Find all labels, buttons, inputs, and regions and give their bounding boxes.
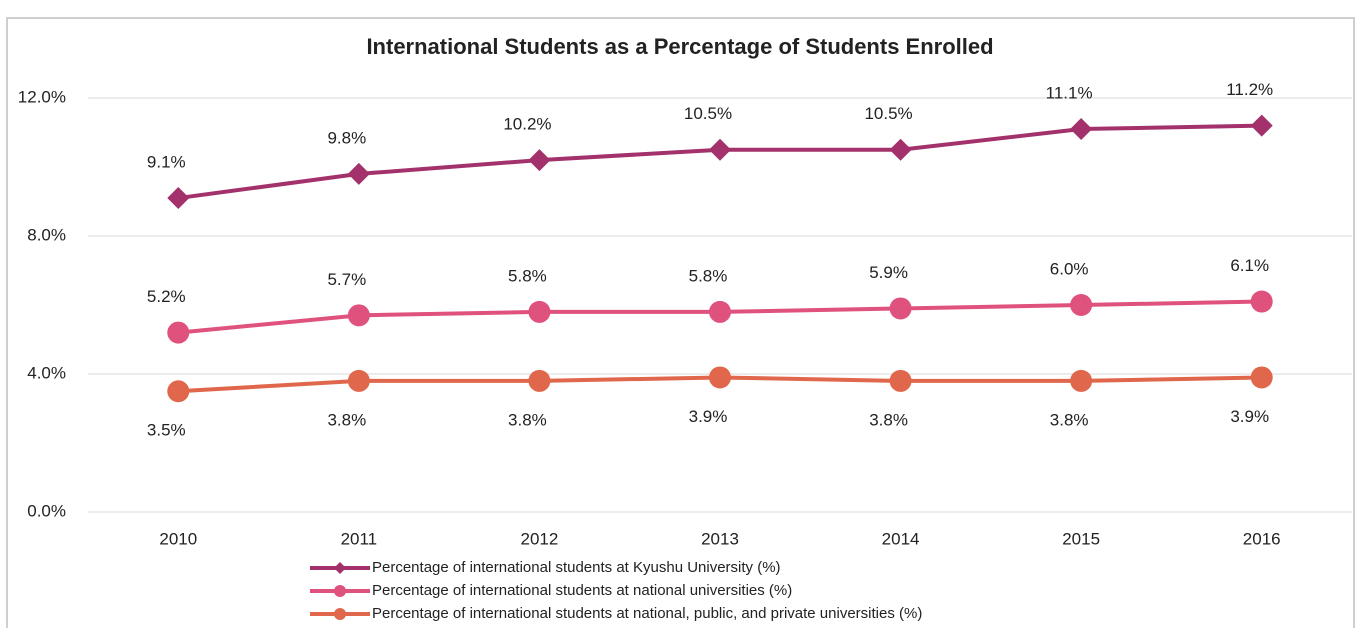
data-point	[528, 300, 551, 323]
data-label: 5.8%	[689, 266, 728, 285]
data-point	[347, 304, 370, 327]
y-tick-label: 4.0%	[27, 363, 66, 382]
x-tick-label: 2010	[159, 529, 197, 548]
data-point	[528, 369, 551, 392]
data-point	[1250, 366, 1273, 389]
legend-label: Percentage of international students at …	[372, 582, 792, 599]
data-point	[1250, 290, 1273, 313]
data-label: 11.2%	[1226, 80, 1273, 99]
data-point	[889, 297, 912, 320]
x-tick-label: 2015	[1062, 529, 1100, 548]
data-label: 6.0%	[1050, 259, 1089, 278]
data-label: 11.1%	[1046, 84, 1093, 103]
y-tick-label: 12.0%	[18, 87, 66, 106]
data-point	[528, 149, 551, 172]
data-point	[709, 300, 731, 323]
data-point	[709, 366, 731, 389]
data-label: 3.5%	[147, 421, 186, 440]
data-label: 3.8%	[1050, 410, 1089, 429]
data-point	[347, 369, 370, 392]
legend-marker	[334, 585, 346, 597]
legend-marker	[334, 608, 346, 620]
data-point	[709, 138, 731, 161]
data-point	[1250, 114, 1273, 137]
data-label: 5.8%	[508, 266, 547, 285]
data-label: 5.9%	[869, 263, 908, 282]
data-label: 5.7%	[327, 270, 366, 289]
data-point	[167, 187, 190, 210]
data-point	[167, 321, 190, 344]
legend-label: Percentage of international students at …	[372, 605, 922, 622]
data-label: 9.8%	[327, 128, 366, 147]
data-point	[347, 162, 370, 185]
x-tick-label: 2012	[521, 529, 559, 548]
data-label: 9.1%	[147, 153, 186, 172]
x-tick-label: 2011	[341, 529, 378, 548]
data-point	[889, 369, 912, 392]
data-label: 3.9%	[1230, 407, 1269, 426]
chart-frame	[6, 17, 1355, 628]
data-point	[889, 138, 912, 161]
data-point	[1070, 294, 1093, 316]
chart-title: International Students as a Percentage o…	[366, 34, 993, 59]
data-label: 10.5%	[864, 104, 912, 123]
x-tick-label: 2013	[701, 529, 739, 548]
x-tick-label: 2014	[882, 529, 920, 548]
data-label: 10.5%	[684, 104, 732, 123]
y-tick-label: 0.0%	[27, 501, 66, 520]
legend-marker	[334, 562, 346, 574]
y-tick-label: 8.0%	[27, 225, 66, 244]
data-label: 5.2%	[147, 287, 186, 306]
data-label: 3.9%	[689, 407, 728, 426]
data-point	[1070, 118, 1093, 141]
data-label: 10.2%	[503, 115, 551, 134]
data-label: 6.1%	[1230, 256, 1269, 275]
x-tick-label: 2016	[1243, 529, 1281, 548]
data-label: 3.8%	[327, 410, 366, 429]
data-point	[167, 380, 190, 403]
data-label: 3.8%	[508, 410, 547, 429]
data-label: 3.8%	[869, 410, 908, 429]
legend-label: Percentage of international students at …	[372, 559, 781, 576]
data-point	[1070, 369, 1093, 392]
